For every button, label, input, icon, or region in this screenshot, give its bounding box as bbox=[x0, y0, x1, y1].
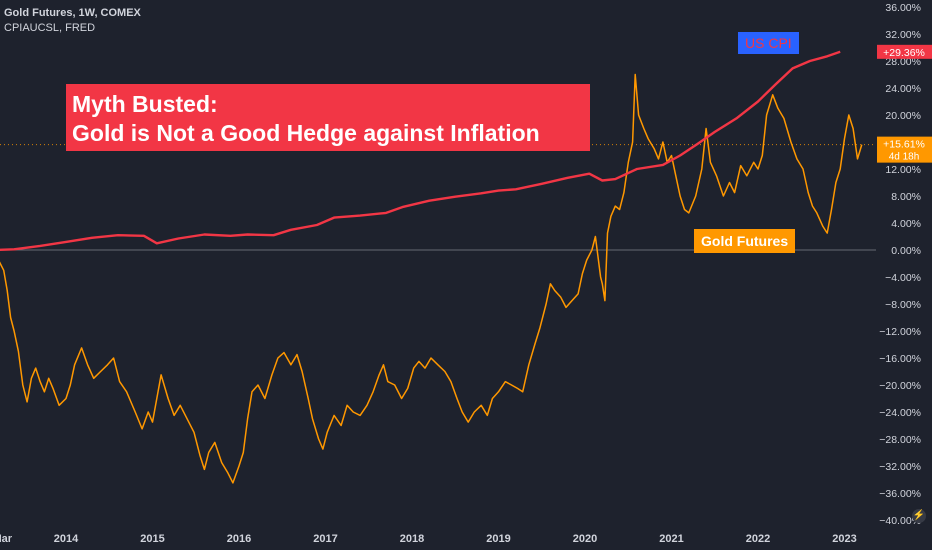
x-axis: Mar 2014 2015 2016 2017 2018 2019 2020 2021 2022 2… bbox=[0, 533, 857, 545]
y-tick-label: −24.00% bbox=[879, 407, 921, 419]
gold-futures-annotation: Gold Futures bbox=[694, 229, 796, 253]
y-tick-label: −40.00% bbox=[879, 515, 921, 527]
x-tick-label: 2017 bbox=[313, 533, 337, 545]
y-tick-label: −8.00% bbox=[885, 299, 921, 311]
cpi-series-line bbox=[0, 50, 841, 251]
banner-line-1: Myth Busted: bbox=[72, 91, 218, 117]
x-tick-label: 2023 bbox=[832, 533, 856, 545]
y-tick-label: 4.00% bbox=[891, 218, 921, 230]
y-tick-label: 12.00% bbox=[885, 164, 921, 176]
cpi-last-value-label: +29.36% bbox=[883, 47, 925, 59]
y-axis: 36.00%32.00%28.00%24.00%20.00%16.00%12.0… bbox=[879, 2, 921, 527]
y-tick-label: 20.00% bbox=[885, 110, 921, 122]
myth-busted-banner: Myth Busted: Gold is Not a Good Hedge ag… bbox=[66, 84, 590, 151]
x-tick-label: 2015 bbox=[140, 533, 164, 545]
gold-series-line bbox=[0, 73, 863, 484]
gold-last-value-box bbox=[877, 136, 932, 163]
lightning-icon[interactable]: ⚡ bbox=[912, 509, 926, 523]
last-value-labels: +29.36% +15.61%4d 18h bbox=[877, 44, 932, 163]
y-tick-label: 32.00% bbox=[885, 29, 921, 41]
series-layer bbox=[0, 50, 863, 484]
y-tick-label: −28.00% bbox=[879, 434, 921, 446]
x-tick-label: 2014 bbox=[54, 533, 79, 545]
y-tick-label: −12.00% bbox=[879, 326, 921, 338]
y-tick-label: −32.00% bbox=[879, 461, 921, 473]
y-tick-label: 0.00% bbox=[891, 245, 921, 257]
x-tick-label: 2020 bbox=[573, 533, 597, 545]
gold-series-title[interactable]: Gold Futures, 1W, COMEX bbox=[4, 7, 141, 19]
y-tick-label: 24.00% bbox=[885, 83, 921, 95]
y-tick-label: 8.00% bbox=[891, 191, 921, 203]
x-tick-label: Mar bbox=[0, 533, 13, 545]
y-tick-label: 36.00% bbox=[885, 2, 921, 14]
chart-legend: Gold Futures, 1W, COMEX CPIAUCSL, FRED bbox=[4, 6, 141, 36]
cpi-series-title[interactable]: CPIAUCSL, FRED bbox=[4, 22, 96, 34]
cpi-last-value-box bbox=[877, 44, 932, 59]
gold-countdown-label: 4d 18h bbox=[889, 152, 920, 163]
gold-last-value-label: +15.61% bbox=[883, 139, 925, 151]
x-tick-label: 2022 bbox=[746, 533, 770, 545]
x-tick-label: 2019 bbox=[486, 533, 510, 545]
x-tick-label: 2021 bbox=[659, 533, 683, 545]
us-cpi-annotation: US CPI bbox=[738, 32, 799, 54]
y-tick-label: −36.00% bbox=[879, 488, 921, 500]
y-tick-label: 28.00% bbox=[885, 56, 921, 68]
banner-line-2: Gold is Not a Good Hedge against Inflati… bbox=[72, 120, 540, 146]
x-tick-label: 2018 bbox=[400, 533, 424, 545]
y-tick-label: −16.00% bbox=[879, 353, 921, 365]
y-tick-label: −4.00% bbox=[885, 272, 921, 284]
x-tick-label: 2016 bbox=[227, 533, 251, 545]
y-tick-label: −20.00% bbox=[879, 380, 921, 392]
